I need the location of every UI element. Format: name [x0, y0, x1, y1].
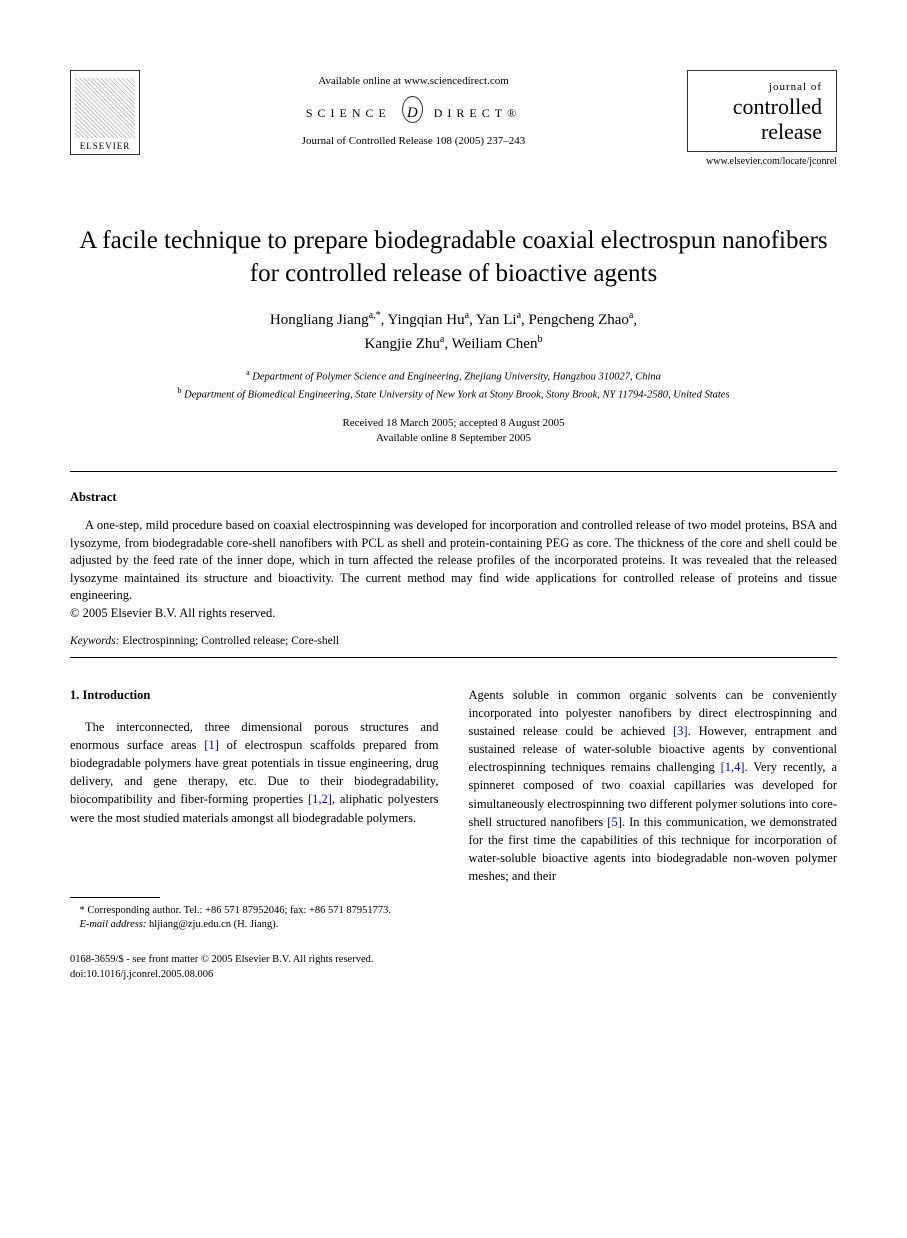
author-3: , Yan Li	[469, 312, 517, 328]
affiliations-block: a Department of Polymer Science and Engi…	[70, 367, 837, 403]
scidirect-left: SCIENCE	[306, 106, 391, 120]
rule-top	[70, 471, 837, 472]
abstract-text: A one-step, mild procedure based on coax…	[70, 517, 837, 605]
keywords-text: Electrospinning; Controlled release; Cor…	[119, 635, 339, 647]
article-title: A facile technique to prepare biodegrada…	[70, 225, 837, 290]
elsevier-label: ELSEVIER	[80, 141, 131, 151]
footer-meta: 0168-3659/$ - see front matter © 2005 El…	[70, 953, 837, 982]
author-4: , Pengcheng Zhao	[521, 312, 629, 328]
doi-line: doi:10.1016/j.jconrel.2005.08.006	[70, 968, 837, 983]
journal-box-top: journal of	[702, 81, 822, 93]
authors-block: Hongliang Jianga,*, Yingqian Hua, Yan Li…	[70, 308, 837, 355]
ref-1-2[interactable]: [1,2]	[308, 792, 332, 806]
keywords-line: Keywords: Electrospinning; Controlled re…	[70, 635, 837, 647]
issn-line: 0168-3659/$ - see front matter © 2005 El…	[70, 953, 837, 968]
author-1: Hongliang Jiang	[270, 312, 369, 328]
author-5: Kangjie Zhu	[365, 336, 440, 352]
received-date: Received 18 March 2005; accepted 8 Augus…	[342, 417, 564, 429]
abstract-heading: Abstract	[70, 490, 837, 505]
author-1-sup: a,*	[369, 310, 381, 321]
author-2: , Yingqian Hu	[381, 312, 465, 328]
keywords-label: Keywords:	[70, 635, 119, 647]
scidirect-right: DIRECT®	[434, 106, 521, 120]
column-right: Agents soluble in common organic solvent…	[469, 686, 838, 933]
affil-a-text: Department of Polymer Science and Engine…	[250, 372, 661, 383]
scidirect-d-icon: d	[402, 96, 423, 123]
intro-paragraph-2: Agents soluble in common organic solvent…	[469, 686, 838, 885]
intro-paragraph-1: The interconnected, three dimensional po…	[70, 718, 439, 827]
ref-1[interactable]: [1]	[204, 738, 219, 752]
section-1-heading: 1. Introduction	[70, 686, 439, 704]
available-online-text: Available online at www.sciencedirect.co…	[140, 75, 687, 87]
ref-5[interactable]: [5]	[607, 815, 622, 829]
journal-title-box: journal of controlled release	[687, 70, 837, 152]
body-columns: 1. Introduction The interconnected, thre…	[70, 686, 837, 933]
header-row: ELSEVIER Available online at www.science…	[70, 70, 837, 197]
column-left: 1. Introduction The interconnected, thre…	[70, 686, 439, 933]
sciencedirect-logo: SCIENCE d DIRECT®	[140, 97, 687, 123]
abstract-copyright: © 2005 Elsevier B.V. All rights reserved…	[70, 606, 837, 621]
email-address[interactable]: hljiang@zju.edu.cn (H. Jiang).	[146, 919, 278, 930]
dates-block: Received 18 March 2005; accepted 8 Augus…	[70, 416, 837, 447]
rule-bottom	[70, 657, 837, 658]
journal-url[interactable]: www.elsevier.com/locate/jconrel	[687, 156, 837, 167]
elsevier-logo: ELSEVIER	[70, 70, 140, 155]
author-4-comma: ,	[633, 312, 637, 328]
journal-box-bot: release	[702, 120, 822, 143]
corresponding-author-note: * Corresponding author. Tel.: +86 571 87…	[70, 904, 439, 919]
header-center: Available online at www.sciencedirect.co…	[140, 70, 687, 147]
author-6-sup: b	[537, 334, 542, 345]
journal-reference: Journal of Controlled Release 108 (2005)…	[140, 135, 687, 147]
ref-1-4[interactable]: [1,4]	[721, 760, 745, 774]
available-date: Available online 8 September 2005	[376, 432, 531, 444]
affil-b-text: Department of Biomedical Engineering, St…	[181, 390, 729, 401]
email-label: E-mail address:	[79, 919, 146, 930]
elsevier-tree-icon	[75, 78, 135, 138]
journal-box-mid: controlled	[702, 95, 822, 118]
author-6: , Weiliam Chen	[444, 336, 537, 352]
journal-box-wrap: journal of controlled release www.elsevi…	[687, 70, 837, 197]
footnote-rule	[70, 897, 160, 898]
email-note: E-mail address: hljiang@zju.edu.cn (H. J…	[70, 918, 439, 933]
ref-3[interactable]: [3]	[673, 724, 688, 738]
